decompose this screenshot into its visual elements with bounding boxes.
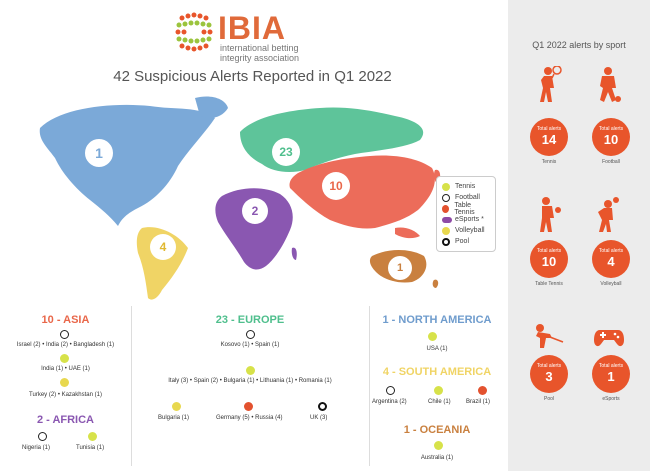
badge-oceania: 1 bbox=[388, 256, 412, 280]
asia-heading: 10 - ASIA bbox=[41, 314, 90, 326]
main-panel: IBIA international betting integrity ass… bbox=[16, 10, 496, 466]
gamepad-icon bbox=[442, 216, 452, 223]
football-icon bbox=[38, 432, 47, 441]
logo-wordmark: IBIA bbox=[218, 10, 286, 46]
badge-africa: 2 bbox=[242, 198, 268, 224]
tennis-ball-icon bbox=[428, 332, 437, 341]
logo-subtitle-2: integrity association bbox=[220, 53, 300, 63]
football-label: Football bbox=[602, 159, 620, 165]
africa-tennis-countries: Tunisia (1) bbox=[76, 445, 105, 451]
tennis-ball-icon bbox=[88, 432, 97, 441]
esports-label: eSports bbox=[602, 396, 620, 402]
south-america-heading: 4 - SOUTH AMERICA bbox=[382, 366, 492, 378]
africa-football-countries: Nigeria (1) bbox=[22, 445, 51, 451]
divider bbox=[131, 306, 132, 466]
legend-tennis: Tennis bbox=[442, 181, 490, 192]
asia-football-countries: Israel (2) • India (2) • Bangladesh (1) bbox=[16, 342, 115, 348]
asia-tennis-countries: India (1) • UAE (1) bbox=[41, 366, 90, 372]
gamepad-icon bbox=[594, 330, 624, 347]
south-america-football-countries: Argentina (2) bbox=[372, 399, 407, 405]
divider bbox=[369, 306, 370, 466]
europe-volleyball-countries: Bulgaria (1) bbox=[158, 415, 190, 421]
tennis-ball-icon bbox=[246, 366, 255, 375]
badge-europe: 23 bbox=[272, 138, 300, 166]
volleyball-total-badge: Total alerts 4 bbox=[592, 240, 630, 278]
volleyball-icon bbox=[172, 402, 181, 411]
table-tennis-icon bbox=[478, 386, 487, 395]
football-icon bbox=[246, 330, 255, 339]
region-north-america bbox=[39, 104, 215, 226]
north-america-heading: 1 - NORTH AMERICA bbox=[382, 314, 492, 326]
asia-volleyball-countries: Turkey (2) • Kazakhstan (1) bbox=[29, 392, 102, 398]
europe-football-countries: Kosovo (1) • Spain (1) bbox=[220, 342, 280, 348]
football-icon bbox=[386, 386, 395, 395]
pool-ball-icon bbox=[318, 402, 327, 411]
badge-south-america: 4 bbox=[150, 234, 176, 260]
tennis-label: Tennis bbox=[541, 159, 557, 165]
north-america-countries: USA (1) bbox=[426, 346, 448, 352]
legend-table-tennis: Table Tennis bbox=[442, 202, 490, 216]
sport-sidebar: Q1 2022 alerts by sport Total alerts 14 … bbox=[508, 0, 650, 471]
region-asia bbox=[289, 155, 435, 229]
tennis-total-badge: Total alerts 14 bbox=[530, 118, 568, 156]
pool-ball-icon bbox=[442, 237, 450, 246]
south-america-table-tennis-countries: Brazil (1) bbox=[466, 399, 491, 405]
football-icon bbox=[60, 330, 69, 339]
legend-esports: eSports * bbox=[442, 214, 490, 225]
volleyball-icon bbox=[60, 378, 69, 387]
ibia-logo-icon bbox=[175, 12, 213, 52]
volleyball-label: Volleyball bbox=[600, 281, 622, 287]
legend-pool: Pool bbox=[442, 236, 490, 247]
football-player-icon bbox=[600, 67, 621, 102]
badge-north-america: 1 bbox=[84, 138, 114, 168]
oceania-heading: 1 - OCEANIA bbox=[403, 424, 471, 436]
pool-label: Pool bbox=[543, 396, 554, 402]
south-america-tennis-countries: Chile (1) bbox=[428, 399, 451, 405]
tennis-player-icon bbox=[540, 66, 562, 102]
football-icon bbox=[442, 193, 450, 202]
page-title: 42 Suspicious Alerts Reported in Q1 2022 bbox=[113, 68, 392, 85]
africa-heading: 2 - AFRICA bbox=[36, 414, 95, 426]
table-tennis-label: Table Tennis bbox=[535, 281, 563, 287]
legend-football: Football bbox=[442, 192, 490, 203]
world-map bbox=[39, 96, 441, 300]
sidebar-title: Q1 2022 alerts by sport bbox=[532, 40, 626, 50]
europe-table-tennis-countries: Germany (5) • Russia (4) bbox=[216, 415, 283, 421]
table-tennis-player-icon bbox=[540, 197, 561, 232]
esports-total-badge: Total alerts 1 bbox=[592, 355, 630, 393]
volleyball-player-icon bbox=[598, 197, 619, 232]
tennis-ball-icon bbox=[434, 441, 443, 450]
oceania-countries: Australia (1) bbox=[420, 455, 454, 461]
table-tennis-icon bbox=[442, 204, 450, 213]
table-tennis-icon bbox=[244, 402, 253, 411]
tennis-ball-icon bbox=[60, 354, 69, 363]
table-tennis-total-badge: Total alerts 10 bbox=[530, 240, 568, 278]
sport-legend: Tennis Football Table Tennis eSports * V… bbox=[436, 176, 496, 252]
europe-heading: 23 - EUROPE bbox=[215, 314, 285, 326]
logo-subtitle-1: international betting bbox=[220, 43, 299, 53]
volleyball-icon bbox=[442, 226, 450, 235]
tennis-ball-icon bbox=[442, 182, 450, 191]
pool-player-icon bbox=[536, 324, 564, 348]
legend-volleyball: Volleyball bbox=[442, 225, 490, 236]
pool-total-badge: Total alerts 3 bbox=[530, 355, 568, 393]
badge-asia: 10 bbox=[322, 172, 350, 200]
europe-tennis-countries: Italy (3) • Spain (2) • Bulgaria (1) • L… bbox=[168, 378, 332, 384]
football-total-badge: Total alerts 10 bbox=[592, 118, 630, 156]
region-africa bbox=[215, 188, 293, 270]
tennis-ball-icon bbox=[434, 386, 443, 395]
europe-pool-countries: UK (3) bbox=[310, 415, 328, 421]
